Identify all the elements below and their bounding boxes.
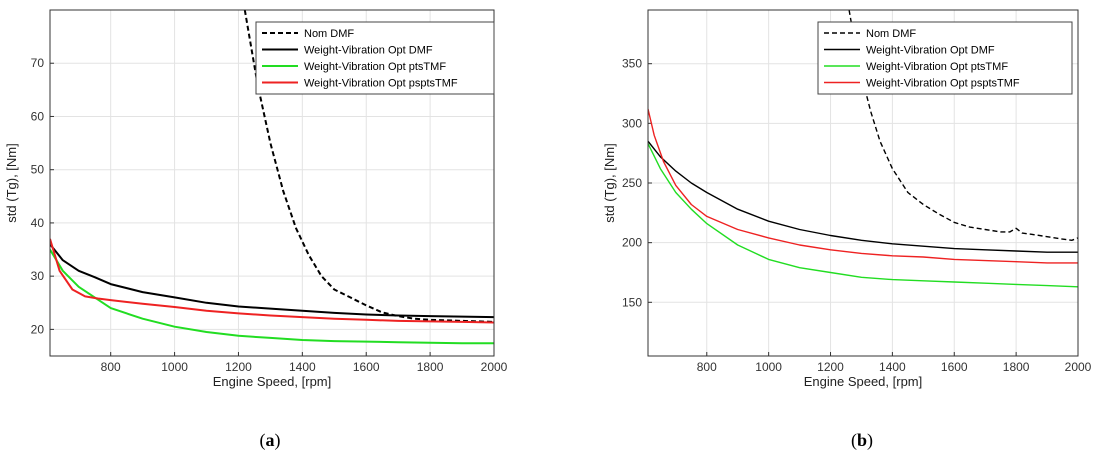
legend-box <box>817 21 1073 95</box>
chart-panel-a: 800 1000 1200 1400 1600 1800 2000 20 30 40 50 60 70 E… <box>4 9 508 451</box>
caption-letter: b <box>857 430 867 450</box>
panel-caption: (a) <box>260 430 281 451</box>
legend-label-4: Weight-Vibration Opt psptsTMF <box>866 78 1020 90</box>
x-tick-label: 1000 <box>161 360 188 374</box>
legend-label-3: Weight-Vibration Opt ptsTMF <box>304 61 446 73</box>
y-tick-label: 350 <box>622 57 642 71</box>
x-tick-label: 1600 <box>941 360 968 374</box>
series-line-1 <box>848 10 1078 242</box>
legend-label-1: Nom DMF <box>866 28 916 40</box>
x-tick-label: 1600 <box>353 360 380 374</box>
x-axis-label: Engine Speed, [rpm] <box>213 374 332 389</box>
x-tick-label: 1400 <box>289 360 316 374</box>
legend: Nom DMF Weight-Vibration Opt DMF Weight-Vi… <box>817 21 1073 95</box>
legend-label-3: Weight-Vibration Opt ptsTMF <box>866 61 1008 73</box>
panel-caption: (b) <box>851 430 873 451</box>
x-tick-label: 1000 <box>755 360 782 374</box>
series-line-4 <box>50 238 494 324</box>
caption-paren-close: ) <box>275 430 281 451</box>
y-tick-label: 200 <box>622 236 642 250</box>
x-tick-label: 1200 <box>817 360 844 374</box>
y-tick-label: 60 <box>31 109 45 123</box>
y-tick-label: 40 <box>31 216 45 230</box>
caption-paren-close: ) <box>867 430 873 451</box>
legend-label-4: Weight-Vibration Opt psptsTMF <box>304 78 458 90</box>
x-tick-label: 1800 <box>1003 360 1030 374</box>
y-tick-label: 70 <box>31 56 45 70</box>
caption-paren-open: ( <box>851 430 857 451</box>
legend-label-2: Weight-Vibration Opt DMF <box>304 45 433 57</box>
series-line-3 <box>648 143 1078 288</box>
x-tick-label: 1200 <box>225 360 252 374</box>
y-tick-label: 250 <box>622 176 642 190</box>
x-tick-label: 800 <box>697 360 717 374</box>
legend: Nom DMF Weight-Vibration Opt DMF Weight-Vi… <box>255 21 495 95</box>
y-tick-label: 20 <box>31 322 45 336</box>
series-line-2 <box>648 140 1078 253</box>
legend-label-1: Nom DMF <box>304 28 354 40</box>
series-line-4 <box>648 108 1078 264</box>
caption-letter: a <box>266 430 275 450</box>
axes-frame <box>647 9 1079 357</box>
x-tick-label: 1800 <box>417 360 444 374</box>
y-tick-label: 50 <box>31 163 45 177</box>
x-tick-label: 800 <box>101 360 121 374</box>
series-line-3 <box>50 248 494 345</box>
axes-frame <box>49 9 495 357</box>
x-tick-label: 2000 <box>1065 360 1092 374</box>
y-tick-label: 300 <box>622 116 642 130</box>
x-axis-label: Engine Speed, [rpm] <box>804 374 923 389</box>
x-tick-label: 2000 <box>481 360 508 374</box>
chart-panel-b: 800 1000 1200 1400 1600 1800 2000 150 200 250 300 3… <box>602 9 1092 451</box>
y-tick-label: 150 <box>622 295 642 309</box>
y-axis-label: std (Tg), [Nm] <box>602 143 617 222</box>
series-line-1 <box>243 10 494 323</box>
legend-label-2: Weight-Vibration Opt DMF <box>866 45 995 57</box>
x-tick-label: 1400 <box>879 360 906 374</box>
y-tick-label: 30 <box>31 269 45 283</box>
caption-paren-open: ( <box>260 430 266 451</box>
series-line-2 <box>50 243 494 319</box>
y-axis-label: std (Tg), [Nm] <box>4 143 19 222</box>
